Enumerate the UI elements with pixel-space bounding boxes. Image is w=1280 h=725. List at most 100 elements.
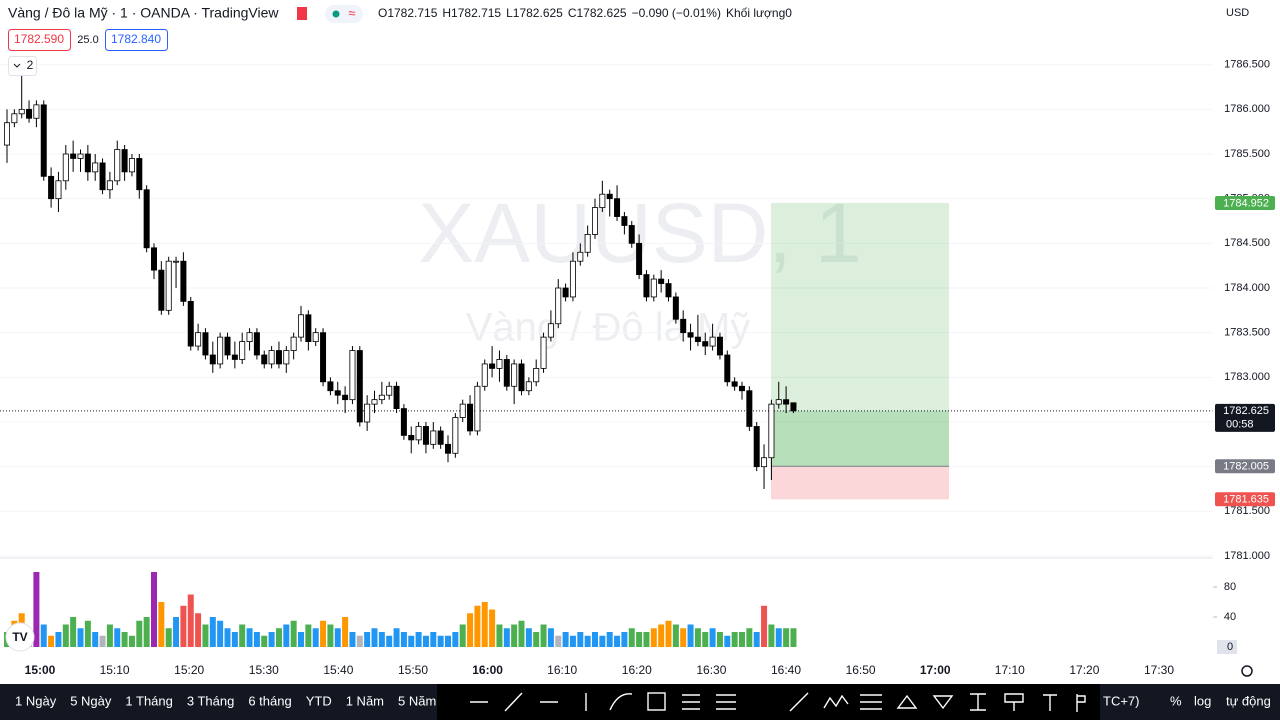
x-tick-label: 16:20	[622, 663, 652, 677]
volume-bar	[275, 628, 282, 647]
tool-short[interactable]	[932, 695, 954, 710]
scale-button[interactable]: log	[1194, 693, 1211, 708]
profit-progress	[771, 410, 949, 467]
logo[interactable]	[5, 622, 35, 652]
price-label: 1781.635	[1223, 494, 1269, 506]
volume-bar	[761, 605, 768, 647]
candle-body	[459, 403, 466, 418]
volume-bar	[768, 624, 775, 647]
price-label-bg	[1215, 195, 1275, 210]
candle-body	[312, 332, 319, 342]
range-button[interactable]: YTD	[306, 693, 332, 708]
ask-box[interactable]	[105, 29, 168, 51]
volume-bar	[327, 624, 334, 647]
flag[interactable]	[297, 7, 307, 20]
status-badge[interactable]	[325, 5, 363, 23]
settings[interactable]	[1241, 665, 1253, 677]
tool-text[interactable]	[1043, 694, 1057, 711]
volume-bar	[231, 632, 238, 647]
y-tick-label: 1786.500	[1224, 59, 1270, 71]
candle-body	[173, 260, 180, 263]
volume-bar	[753, 632, 760, 647]
tool-curve[interactable]	[609, 693, 633, 711]
tool-fib[interactable]	[682, 694, 700, 710]
candle-body	[628, 225, 635, 244]
candle-body	[599, 193, 606, 208]
range-button[interactable]: 6 tháng	[248, 693, 291, 708]
stop-loss-zone	[771, 466, 949, 500]
candle-body	[187, 300, 194, 347]
candle-body	[217, 336, 224, 365]
range-button[interactable]: 5 Ngày	[70, 693, 112, 708]
tool-long[interactable]	[896, 694, 918, 709]
range-button[interactable]: 3 Tháng	[187, 693, 234, 708]
tool-lines[interactable]	[860, 694, 882, 710]
volume-bar	[584, 635, 591, 647]
logo-mark: TV	[12, 630, 27, 644]
candle-body	[92, 162, 99, 173]
candle-body	[371, 399, 378, 405]
x-tick-label: 16:00	[472, 663, 503, 677]
volume-tick-label: 0	[1227, 641, 1233, 653]
candle-body	[606, 193, 613, 200]
candle-body	[511, 363, 518, 387]
tool-rect[interactable]	[647, 692, 666, 711]
candle-body	[790, 402, 797, 412]
range-button[interactable]: 1 Tháng	[125, 693, 172, 708]
range-button[interactable]: 5 Năm	[398, 693, 436, 708]
candle-body	[261, 354, 268, 365]
indicators-toggle[interactable]	[8, 56, 37, 76]
volume-bar	[386, 635, 393, 647]
tool-range[interactable]	[970, 693, 986, 711]
candle-body	[84, 153, 91, 173]
candle-body	[503, 359, 510, 387]
volume-bar	[320, 620, 327, 647]
volume-bar	[489, 609, 496, 647]
currency[interactable]: USD	[1226, 7, 1249, 19]
bid-box[interactable]	[8, 29, 71, 51]
volume-bar	[437, 635, 444, 647]
volume-bar	[217, 620, 224, 647]
candle-body	[621, 216, 628, 226]
tool-flag[interactable]	[1076, 694, 1086, 712]
volume-bar	[503, 628, 510, 647]
volume-bar	[518, 620, 525, 647]
volume-bar	[621, 632, 628, 647]
volume-bar	[731, 632, 738, 647]
volume-bar	[283, 624, 290, 647]
candle-body	[746, 390, 753, 427]
candle-body	[77, 153, 84, 159]
candle-body	[467, 403, 474, 432]
tool-note[interactable]	[1004, 693, 1024, 711]
volume-bar	[393, 628, 400, 647]
candle-body	[422, 426, 429, 445]
legend-value: −0.090 (−0.01%)	[632, 6, 721, 20]
volume-bar	[143, 617, 150, 647]
candle-body	[672, 296, 679, 320]
volume-bar	[128, 635, 135, 647]
x-tick-label: 16:40	[771, 663, 801, 677]
candle-body	[342, 394, 349, 401]
legend-value: Khối lượng0	[726, 6, 792, 20]
scale-button[interactable]: TC+7)	[1103, 693, 1139, 708]
ask: 1782.840	[111, 32, 161, 46]
scale-button[interactable]: tự động	[1226, 693, 1271, 708]
tool-pattern[interactable]	[823, 694, 849, 709]
candle-body	[650, 278, 657, 298]
candle-body	[474, 385, 481, 432]
candle-body	[775, 399, 782, 405]
candle-body	[253, 332, 260, 356]
volume-bar	[533, 632, 540, 647]
candle-body	[275, 350, 282, 365]
candle-body	[739, 385, 746, 392]
tool-channel[interactable]	[716, 694, 736, 710]
scale-button[interactable]: %	[1170, 693, 1182, 708]
tool-trend[interactable]	[504, 692, 523, 712]
candle-body	[349, 350, 356, 401]
range-button[interactable]: 1 Ngày	[15, 693, 57, 708]
range-button[interactable]: 1 Năm	[346, 693, 384, 708]
indicators-count: 2	[27, 58, 34, 72]
volume-bar	[180, 605, 187, 647]
tool-arrow[interactable]	[789, 692, 809, 712]
candle-body	[150, 247, 157, 271]
